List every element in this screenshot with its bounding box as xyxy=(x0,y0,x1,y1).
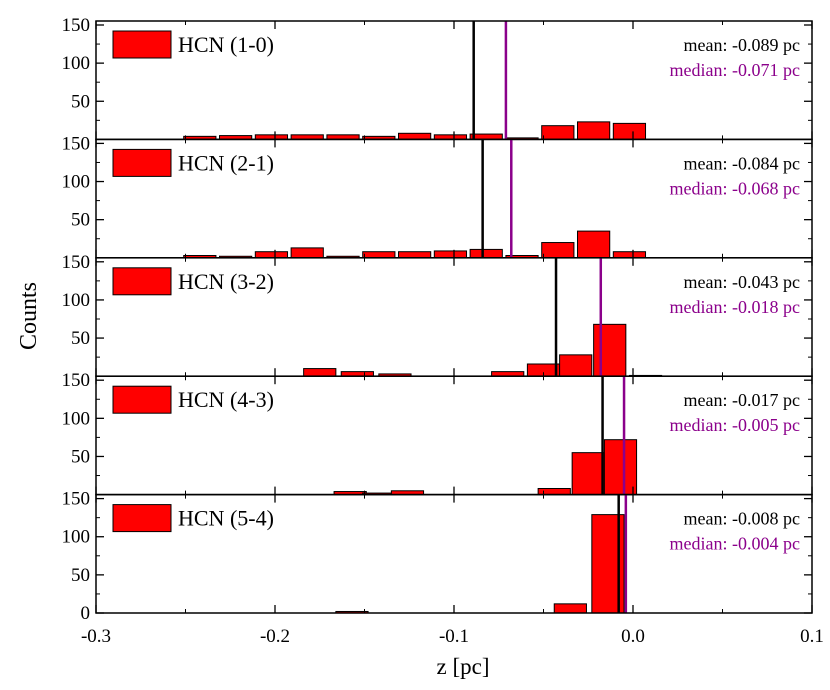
y-tick-label: 50 xyxy=(71,565,90,586)
y-tick-label: 50 xyxy=(71,210,90,231)
histogram-bar xyxy=(362,251,396,259)
median-annotation: median: -0.071 pc xyxy=(670,60,800,80)
mean-annotation: mean: -0.008 pc xyxy=(684,509,800,529)
y-tick-label: 100 xyxy=(62,53,91,74)
histogram-bar xyxy=(469,133,503,140)
median-annotation: median: -0.005 pc xyxy=(670,415,800,435)
y-tick-label: 150 xyxy=(62,370,91,391)
y-tick-label: 150 xyxy=(62,252,91,273)
x-tick-label: -0.2 xyxy=(260,626,290,647)
y-tick-label: 50 xyxy=(71,91,90,112)
median-annotation: median: -0.068 pc xyxy=(670,178,800,198)
histogram-bar xyxy=(593,323,627,377)
legend-swatch xyxy=(112,385,172,414)
y-tick-label: 100 xyxy=(62,172,91,193)
histogram-bar xyxy=(398,251,432,259)
histogram-bar xyxy=(254,251,289,259)
histogram-bar xyxy=(398,132,432,140)
y-tick-label: 0 xyxy=(81,603,91,624)
median-annotation: median: -0.018 pc xyxy=(670,297,800,317)
histogram-bar xyxy=(433,250,468,259)
y-axis-label: Counts xyxy=(16,282,42,350)
legend-label: HCN (2-1) xyxy=(178,150,274,175)
histogram-bar xyxy=(577,230,611,259)
x-tick-label: 0.1 xyxy=(800,626,824,647)
legend-label: HCN (3-2) xyxy=(178,269,274,294)
legend-swatch xyxy=(112,504,172,533)
legend-swatch xyxy=(112,30,172,59)
x-axis-label: z [pc] xyxy=(437,654,490,679)
mean-annotation: mean: -0.084 pc xyxy=(684,153,800,173)
mean-annotation: mean: -0.017 pc xyxy=(684,390,800,410)
mean-annotation: mean: -0.043 pc xyxy=(684,272,800,292)
y-tick-label: 50 xyxy=(71,446,90,467)
y-tick-label: 50 xyxy=(71,328,90,349)
legend-label: HCN (5-4) xyxy=(178,506,274,531)
histogram-bar xyxy=(303,368,337,377)
histogram-bar xyxy=(541,125,575,140)
histogram-bar xyxy=(290,247,324,259)
histogram-bar xyxy=(541,242,575,259)
y-tick-label: 100 xyxy=(62,527,91,548)
median-annotation: median: -0.004 pc xyxy=(670,534,800,554)
y-tick-label: 150 xyxy=(62,489,91,510)
y-tick-label: 150 xyxy=(62,133,91,154)
histogram-bar xyxy=(553,603,587,614)
histogram-bar xyxy=(612,122,647,140)
x-tick-label: 0.0 xyxy=(621,626,645,647)
legend-swatch xyxy=(112,148,172,177)
histogram-bar xyxy=(577,121,611,140)
mean-annotation: mean: -0.089 pc xyxy=(684,35,800,55)
histogram-bar xyxy=(571,452,605,496)
y-tick-label: 100 xyxy=(62,290,91,311)
histogram-bar xyxy=(603,439,638,496)
histogram-bar xyxy=(559,354,593,377)
y-tick-label: 150 xyxy=(62,15,91,36)
legend-label: HCN (1-0) xyxy=(178,32,274,57)
y-tick-label: 100 xyxy=(62,408,91,429)
histogram-bar xyxy=(612,251,647,259)
x-tick-label: -0.1 xyxy=(439,626,469,647)
legend-label: HCN (4-3) xyxy=(178,387,274,412)
histogram-bar xyxy=(537,487,571,496)
x-tick-label: -0.3 xyxy=(81,626,111,647)
histogram-bar xyxy=(469,248,503,259)
legend-swatch xyxy=(112,267,172,296)
